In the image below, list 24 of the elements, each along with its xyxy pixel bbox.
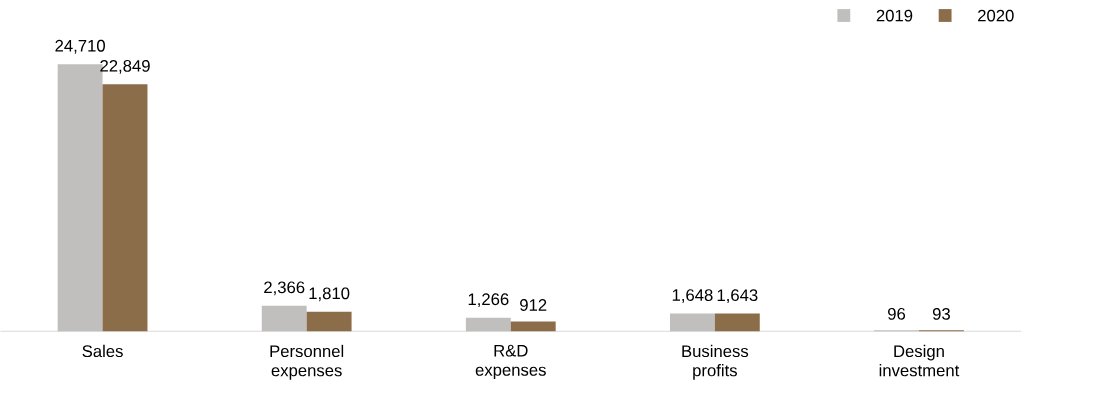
data-label: 1,648 [672,289,713,303]
x-tick-label: R&D expenses [475,344,546,380]
x-tick-label: Personnel expenses [270,344,344,380]
data-label: 912 [520,299,547,311]
data-label: 1,810 [309,287,350,302]
x-tick-label: Design investment [879,344,960,377]
legend-label: 2020 [978,9,1014,22]
data-label: 1,643 [717,289,758,303]
legend-label: 2019 [876,9,913,22]
bar [261,305,307,332]
bar [714,313,760,332]
bar [465,317,511,332]
data-label: 1,266 [468,293,509,308]
data-label: 22,849 [100,59,150,74]
data-label: 96 [888,307,906,320]
data-label: 24,710 [55,39,105,54]
bar [102,84,148,332]
data-label: 93 [932,307,950,320]
bar [669,313,715,332]
bar [306,311,352,332]
x-tick-label: Business profits [682,344,749,380]
data-label: 2,366 [264,281,305,296]
x-tick-label: Sales [82,344,123,358]
bar [510,321,556,332]
